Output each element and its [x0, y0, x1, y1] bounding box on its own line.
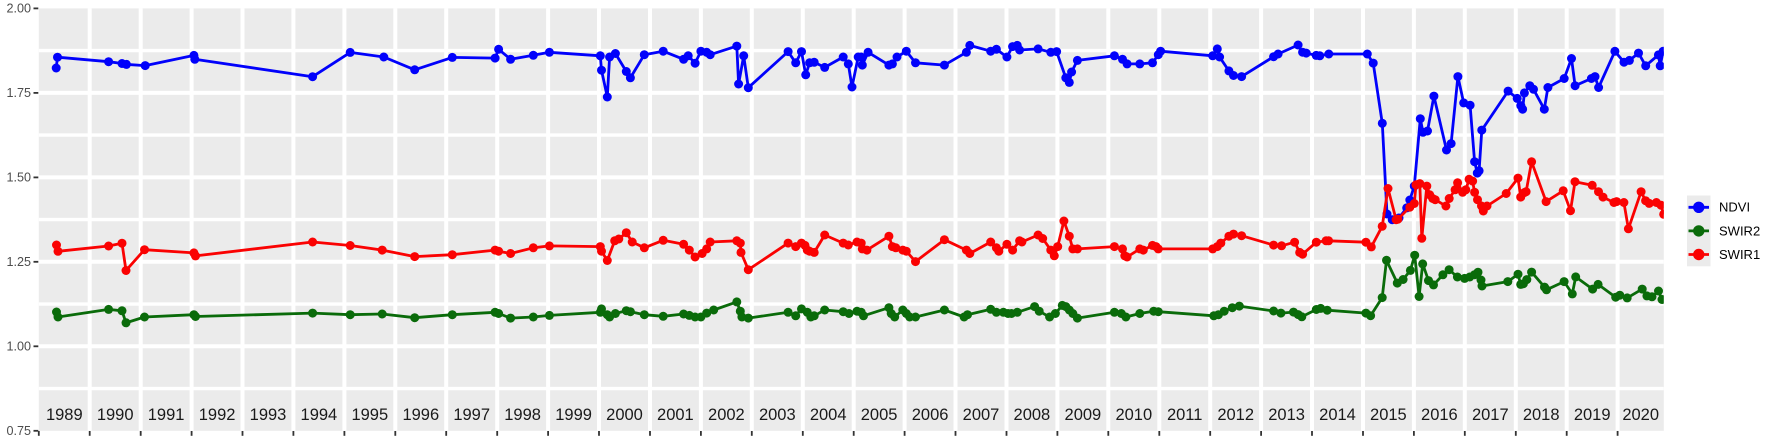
svg-text:1996: 1996: [402, 406, 439, 424]
svg-text:2019: 2019: [1574, 406, 1611, 424]
svg-text:1.00: 1.00: [6, 340, 31, 354]
svg-text:1991: 1991: [148, 406, 185, 424]
svg-text:2010: 2010: [1115, 406, 1152, 424]
svg-text:1999: 1999: [555, 406, 592, 424]
svg-text:2017: 2017: [1472, 406, 1509, 424]
svg-text:2014: 2014: [1319, 406, 1356, 424]
svg-text:0.75: 0.75: [6, 424, 31, 438]
svg-text:2012: 2012: [1217, 406, 1254, 424]
svg-text:2003: 2003: [759, 406, 796, 424]
svg-text:2006: 2006: [912, 406, 949, 424]
svg-text:1992: 1992: [199, 406, 236, 424]
svg-text:2008: 2008: [1014, 406, 1051, 424]
svg-text:2013: 2013: [1268, 406, 1305, 424]
svg-text:1.75: 1.75: [6, 86, 31, 100]
svg-text:1990: 1990: [97, 406, 134, 424]
svg-text:2016: 2016: [1421, 406, 1458, 424]
svg-text:1998: 1998: [504, 406, 541, 424]
svg-text:1993: 1993: [250, 406, 287, 424]
svg-text:2018: 2018: [1523, 406, 1560, 424]
svg-text:2005: 2005: [861, 406, 898, 424]
svg-text:2020: 2020: [1622, 406, 1659, 424]
svg-text:SWIR2: SWIR2: [1719, 223, 1760, 238]
svg-text:1994: 1994: [301, 406, 338, 424]
svg-text:1995: 1995: [351, 406, 388, 424]
svg-text:2007: 2007: [963, 406, 1000, 424]
svg-text:2015: 2015: [1370, 406, 1407, 424]
svg-text:2011: 2011: [1167, 406, 1202, 424]
svg-text:2.00: 2.00: [6, 2, 31, 16]
svg-text:1997: 1997: [453, 406, 490, 424]
svg-text:2000: 2000: [606, 406, 643, 424]
svg-text:1989: 1989: [46, 406, 83, 424]
svg-text:NDVI: NDVI: [1719, 200, 1750, 215]
svg-text:2004: 2004: [810, 406, 847, 424]
svg-text:1.50: 1.50: [6, 171, 31, 185]
svg-text:SWIR1: SWIR1: [1719, 247, 1760, 262]
svg-text:2001: 2001: [657, 406, 694, 424]
svg-text:2009: 2009: [1065, 406, 1102, 424]
svg-text:1.25: 1.25: [6, 255, 31, 269]
svg-text:2002: 2002: [708, 406, 745, 424]
